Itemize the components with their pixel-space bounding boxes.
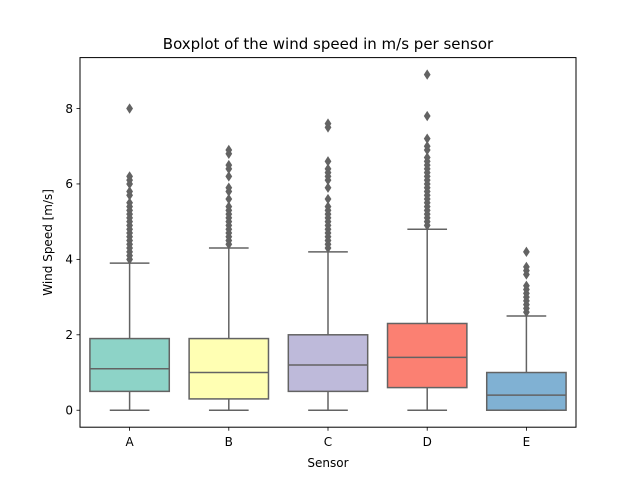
x-tick-label: A	[125, 435, 134, 449]
outlier-point	[225, 171, 233, 182]
outlier-point	[423, 69, 431, 80]
y-tick-label: 0	[65, 404, 73, 418]
y-tick-label: 8	[65, 102, 73, 116]
outlier-point	[324, 201, 332, 212]
outlier-point	[523, 280, 530, 291]
outlier-point	[126, 186, 133, 197]
outlier-point	[324, 182, 332, 193]
outlier-point	[423, 152, 431, 163]
y-tick-label: 6	[65, 177, 73, 191]
chart-title: Boxplot of the wind speed in m/s per sen…	[163, 35, 494, 53]
box	[485, 371, 567, 411]
outlier-point	[225, 144, 233, 156]
outlier-point	[423, 141, 431, 152]
box	[89, 337, 171, 393]
box-group-c	[287, 118, 369, 411]
outlier-point	[523, 261, 530, 273]
outlier-point	[225, 201, 233, 212]
outlier-point	[423, 110, 431, 122]
outlier-point	[324, 118, 332, 129]
box-group-a	[89, 103, 171, 411]
x-tick-label: B	[225, 435, 233, 449]
outlier-point	[324, 163, 332, 175]
outlier-point	[225, 159, 233, 171]
outlier-point	[523, 246, 530, 258]
x-tick-label: D	[423, 435, 432, 449]
outlier-point	[324, 193, 332, 205]
x-tick-label: E	[523, 435, 531, 449]
outlier-point	[324, 156, 332, 167]
y-axis-label: Wind Speed [m/s]	[41, 189, 55, 296]
y-tick-label: 4	[65, 253, 73, 267]
box	[386, 322, 468, 389]
box	[287, 334, 369, 393]
box-group-e	[485, 246, 567, 411]
outlier-point	[225, 193, 233, 205]
axes: 0 2 4 6 8 A B C D E	[65, 102, 530, 449]
box	[188, 337, 270, 400]
outlier-point	[126, 103, 133, 114]
outlier-point	[423, 133, 431, 144]
x-tick-label: C	[324, 435, 332, 449]
outlier-point	[126, 197, 133, 208]
box-group-d	[386, 69, 468, 411]
x-axis-label: Sensor	[307, 456, 348, 470]
y-tick-label: 2	[65, 328, 73, 342]
outlier-point	[126, 171, 133, 182]
plot-area	[89, 69, 567, 411]
box-group-b	[188, 144, 270, 411]
outlier-point	[225, 182, 233, 193]
